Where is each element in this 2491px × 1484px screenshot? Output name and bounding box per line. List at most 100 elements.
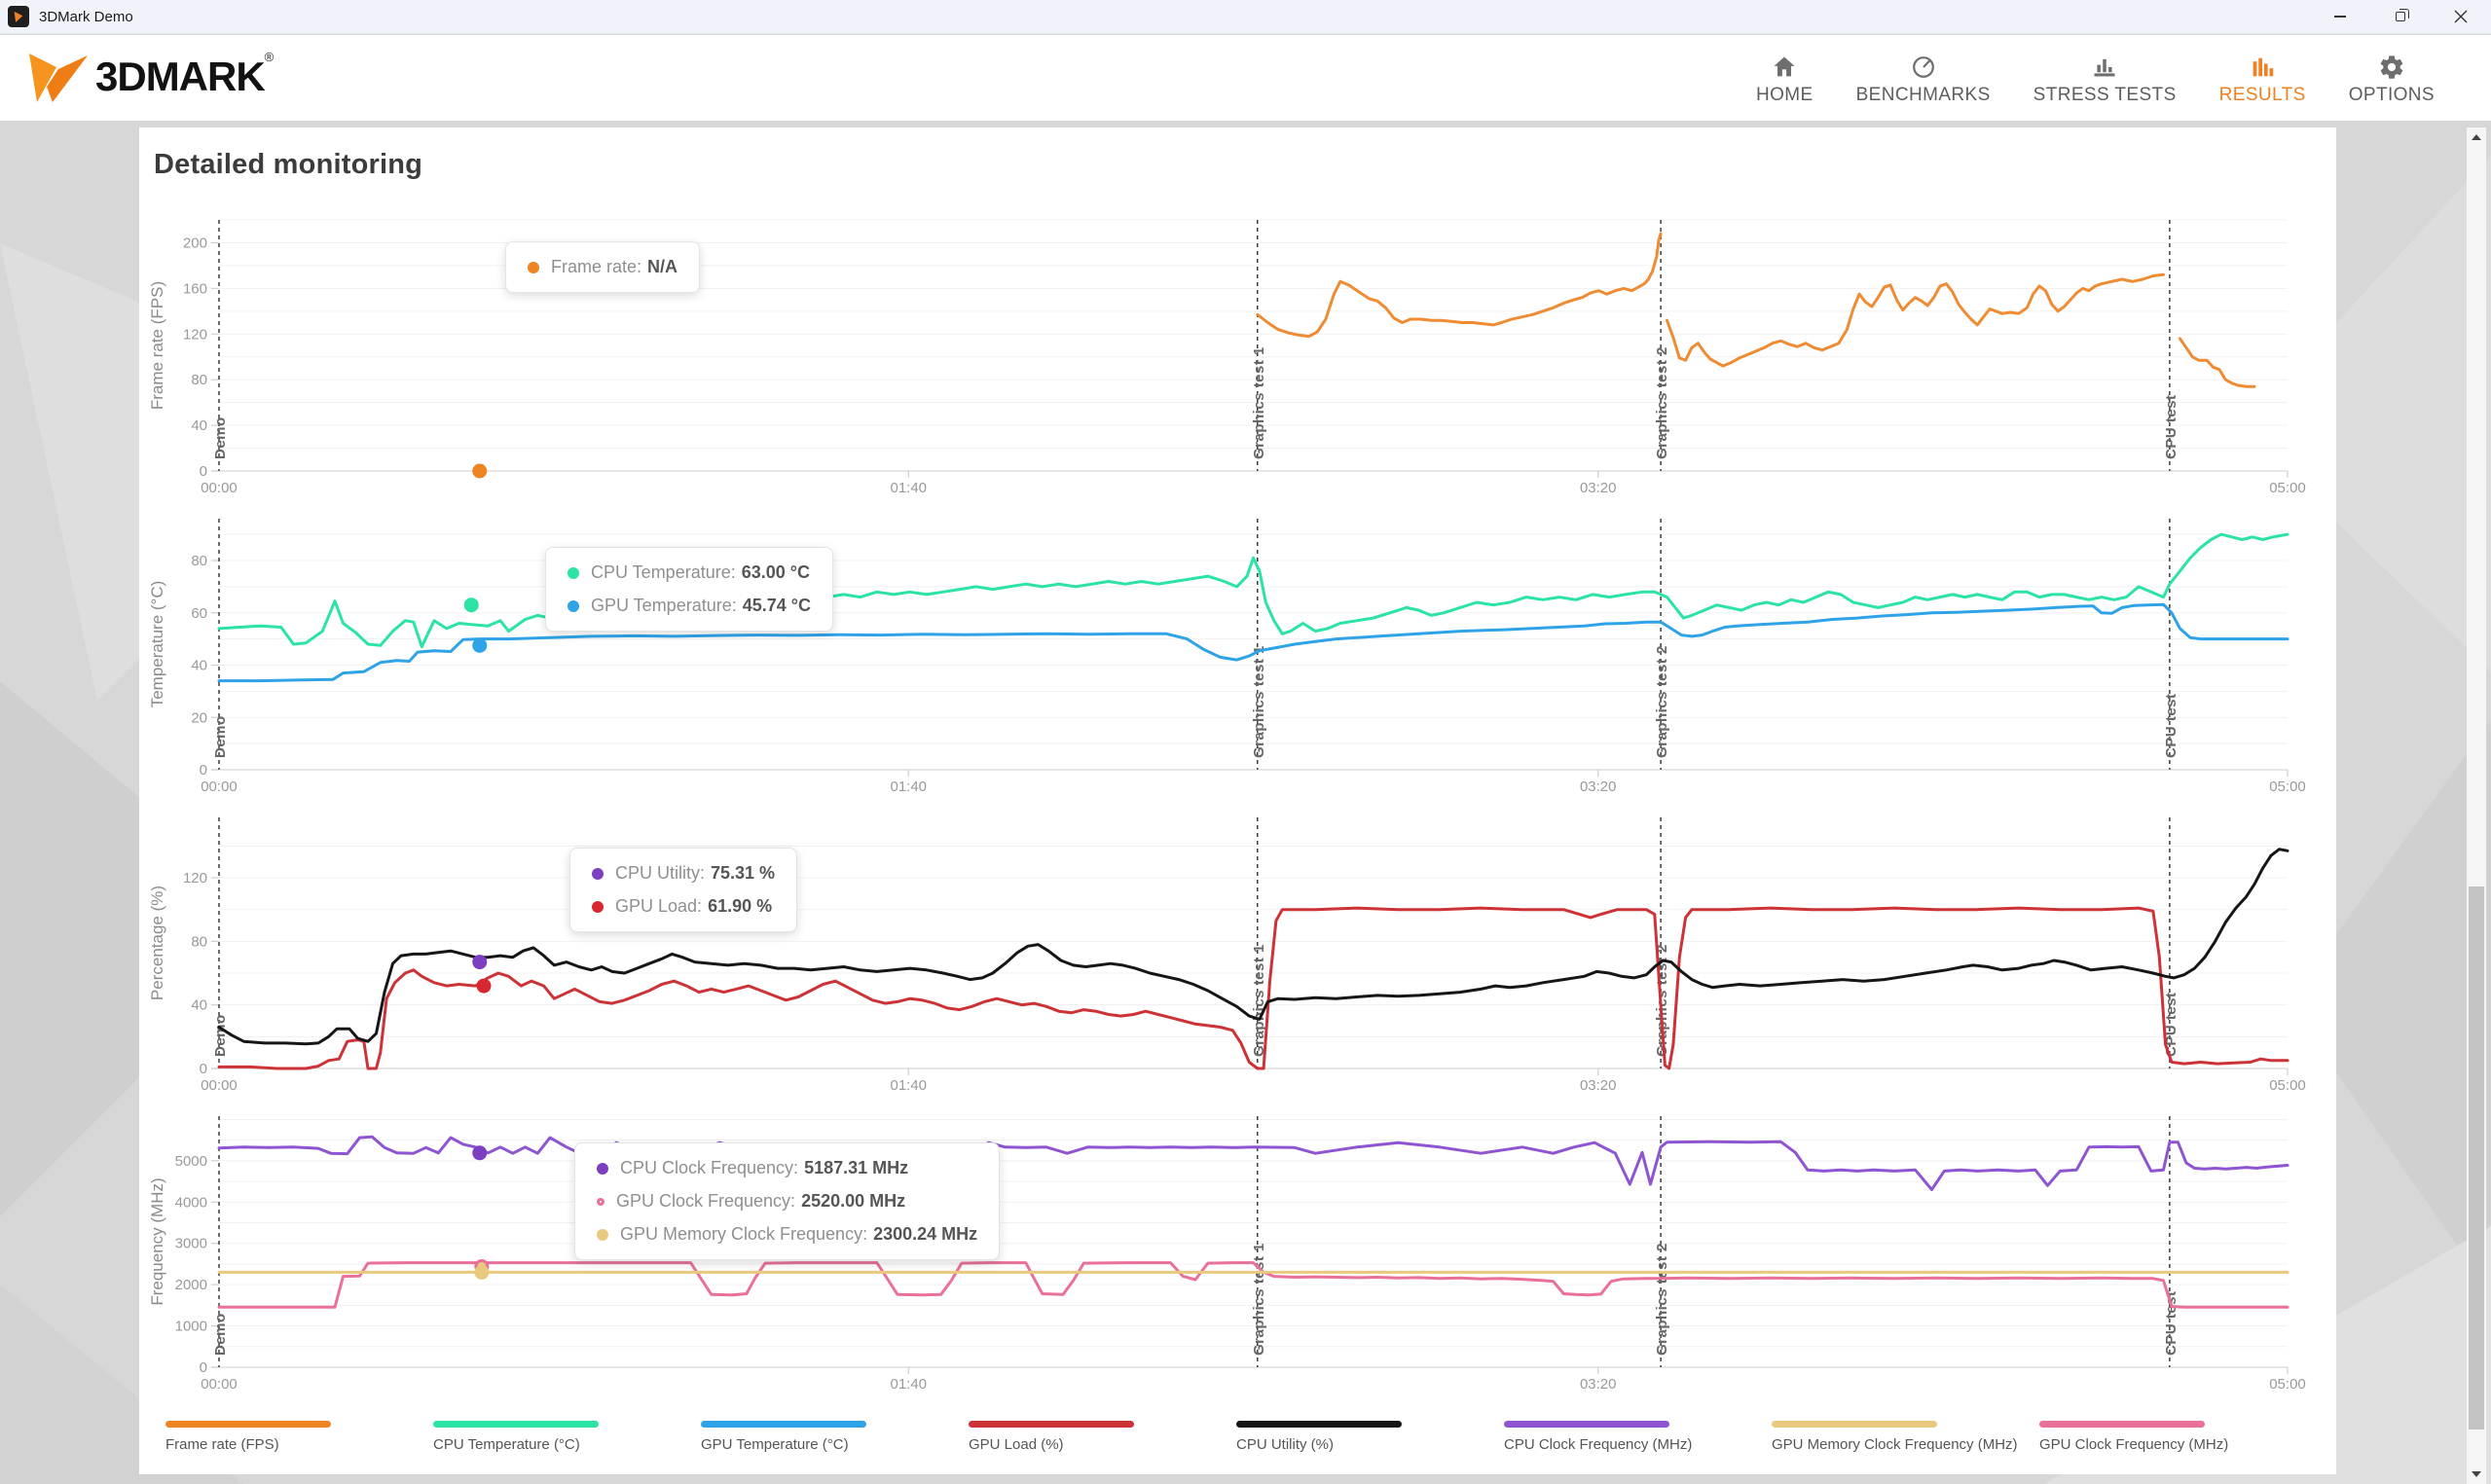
legend-color-bar: [701, 1421, 866, 1428]
legend-item-0: Frame rate (FPS): [165, 1421, 433, 1453]
svg-text:03:20: 03:20: [1580, 480, 1617, 496]
restore-button[interactable]: [2370, 0, 2431, 34]
svg-text:0: 0: [200, 762, 207, 778]
charts-container: 0 40 80 120 160 200 Frame rate (FPS) 00:00 01:40…: [139, 212, 2336, 1395]
hover-dot: [463, 597, 479, 613]
series-frame-rate-fps: [1256, 232, 1663, 339]
legend-label: GPU Load (%): [969, 1436, 1064, 1453]
window-title: 3DMark Demo: [39, 8, 133, 25]
legend-color-bar: [969, 1421, 1134, 1428]
nav-item-home[interactable]: HOME: [1756, 50, 1813, 106]
3dmark-logo[interactable]: 3DMARK ®: [25, 50, 275, 104]
chart-canvas-temperature[interactable]: 0 20 40 60 80 Temperature (°C) 00:00 01:40 03:20…: [139, 511, 2336, 798]
svg-text:5000: 5000: [175, 1153, 207, 1170]
chart-percentage: 0 40 80 120 Percentage (%) 00:00 01:40 03:20 05:…: [139, 810, 2336, 1097]
svg-text:40: 40: [191, 417, 207, 434]
svg-text:40: 40: [191, 658, 207, 674]
series-cpu-clock-frequency-mhz: [217, 1135, 2290, 1191]
tooltip-row: Frame rate: N/A: [528, 257, 678, 277]
legend-label: GPU Memory Clock Frequency (MHz): [1772, 1436, 2018, 1453]
nav-item-label: RESULTS: [2218, 85, 2306, 105]
svg-text:00:00: 00:00: [201, 1376, 238, 1393]
series-gpu-temperature-c: [217, 602, 2290, 683]
monitoring-panel: Detailed monitoring 0 40 80 120 160 200 Frame …: [139, 127, 2336, 1474]
tooltip-label: CPU Utility:: [615, 863, 706, 883]
svg-text:80: 80: [191, 372, 207, 388]
svg-text:1000: 1000: [175, 1319, 207, 1335]
legend-color-bar: [2039, 1421, 2205, 1428]
series-gpu-load: [217, 906, 2290, 1070]
legend-label: GPU Clock Frequency (MHz): [2039, 1436, 2229, 1453]
series-frame-rate-fps: [2179, 337, 2256, 388]
y-axis-label: Temperature (°C): [148, 581, 166, 708]
hover-dot: [472, 463, 488, 479]
chart-tooltip: CPU Clock Frequency: 5187.31 MHz GPU Clock…: [574, 1142, 1001, 1260]
registered-mark: ®: [264, 50, 275, 64]
nav-item-results[interactable]: RESULTS: [2219, 50, 2306, 106]
chart-tooltip: CPU Utility: 75.31 % GPU Load: 61.90 %: [569, 848, 798, 932]
svg-text:CPU test: CPU test: [2163, 992, 2180, 1057]
legend-item-5: CPU Clock Frequency (MHz): [1504, 1421, 1772, 1453]
legend-color-bar: [1504, 1421, 1669, 1428]
tooltip-series-dot: [528, 261, 539, 273]
chart-temperature: 0 20 40 60 80 Temperature (°C) 00:00 01:40 03:20…: [139, 511, 2336, 798]
tooltip-series-dot: [597, 1162, 608, 1175]
nav-item-options[interactable]: OPTIONS: [2349, 50, 2435, 106]
legend-item-7: GPU Clock Frequency (MHz): [2039, 1421, 2307, 1453]
scrollbar-thumb[interactable]: [2469, 887, 2484, 1430]
close-icon: [2454, 10, 2468, 23]
tooltip-value: 45.74 °C: [742, 596, 811, 615]
vertical-scrollbar[interactable]: [2467, 127, 2486, 1484]
hover-dot: [472, 955, 488, 970]
tooltip-label: GPU Temperature:: [591, 596, 737, 615]
svg-text:120: 120: [183, 870, 207, 887]
chart-canvas-frame-rate[interactable]: 0 40 80 120 160 200 Frame rate (FPS) 00:00 01:40…: [139, 212, 2336, 499]
legend-color-bar: [433, 1421, 599, 1428]
app-icon: [8, 6, 29, 27]
chart-canvas-percentage[interactable]: 0 40 80 120 Percentage (%) 00:00 01:40 03:20 05:…: [139, 810, 2336, 1097]
window-titlebar: 3DMark Demo: [0, 0, 2491, 34]
svg-text:05:00: 05:00: [2269, 778, 2306, 795]
y-axis-label: Percentage (%): [148, 886, 166, 1000]
tooltip-value: 2520.00 MHz: [801, 1191, 906, 1211]
nav-item-benchmarks[interactable]: BENCHMARKS: [1856, 50, 1991, 106]
tooltip-row: CPU Temperature: 63.00 °C: [568, 562, 811, 583]
close-button[interactable]: [2431, 0, 2491, 34]
tooltip-value: 5187.31 MHz: [804, 1158, 909, 1177]
legend-item-6: GPU Memory Clock Frequency (MHz): [1772, 1421, 2039, 1453]
nav-item-stress-tests[interactable]: STRESS TESTS: [2033, 50, 2177, 106]
tooltip-label: Frame rate:: [551, 257, 642, 276]
svg-text:05:00: 05:00: [2269, 1077, 2306, 1094]
chart-canvas-frequency[interactable]: 0 1000 2000 3000 4000 5000 Frequency (MHz) 00:0…: [139, 1108, 2336, 1395]
svg-text:40: 40: [191, 997, 207, 1014]
svg-text:4000: 4000: [175, 1194, 207, 1211]
nav-item-label: OPTIONS: [2348, 85, 2435, 105]
scroll-down-button[interactable]: [2467, 1466, 2486, 1482]
y-axis-label: Frequency (MHz): [148, 1177, 166, 1305]
svg-text:160: 160: [183, 280, 207, 297]
nav-item-label: BENCHMARKS: [1855, 85, 1991, 105]
hover-dot: [474, 1264, 490, 1280]
svg-text:0: 0: [200, 1061, 207, 1077]
legend-label: CPU Utility (%): [1236, 1436, 1334, 1453]
svg-text:CPU test: CPU test: [2163, 394, 2180, 459]
svg-text:03:20: 03:20: [1580, 778, 1617, 795]
svg-text:05:00: 05:00: [2269, 1376, 2306, 1393]
svg-text:Graphics test 1: Graphics test 1: [1251, 346, 1267, 459]
svg-text:0: 0: [200, 1359, 207, 1376]
series-gpu-clock-frequency-mhz: [217, 1261, 2290, 1309]
gear-icon: [2377, 50, 2406, 81]
legend-color-bar: [165, 1421, 331, 1428]
minimize-button[interactable]: [2310, 0, 2370, 34]
svg-text:60: 60: [191, 605, 207, 622]
tooltip-value: 61.90 %: [708, 896, 773, 916]
legend-label: CPU Temperature (°C): [433, 1436, 580, 1453]
minimize-icon: [2334, 16, 2346, 18]
series-cpu-utility: [217, 848, 2290, 1046]
svg-text:03:20: 03:20: [1580, 1077, 1617, 1094]
svg-text:0: 0: [200, 463, 207, 480]
tooltip-series-dot: [568, 566, 579, 579]
chart-frequency: 0 1000 2000 3000 4000 5000 Frequency (MHz) 00:0…: [139, 1108, 2336, 1395]
scroll-up-button[interactable]: [2467, 129, 2486, 145]
tooltip-value: 2300.24 MHz: [873, 1224, 978, 1244]
